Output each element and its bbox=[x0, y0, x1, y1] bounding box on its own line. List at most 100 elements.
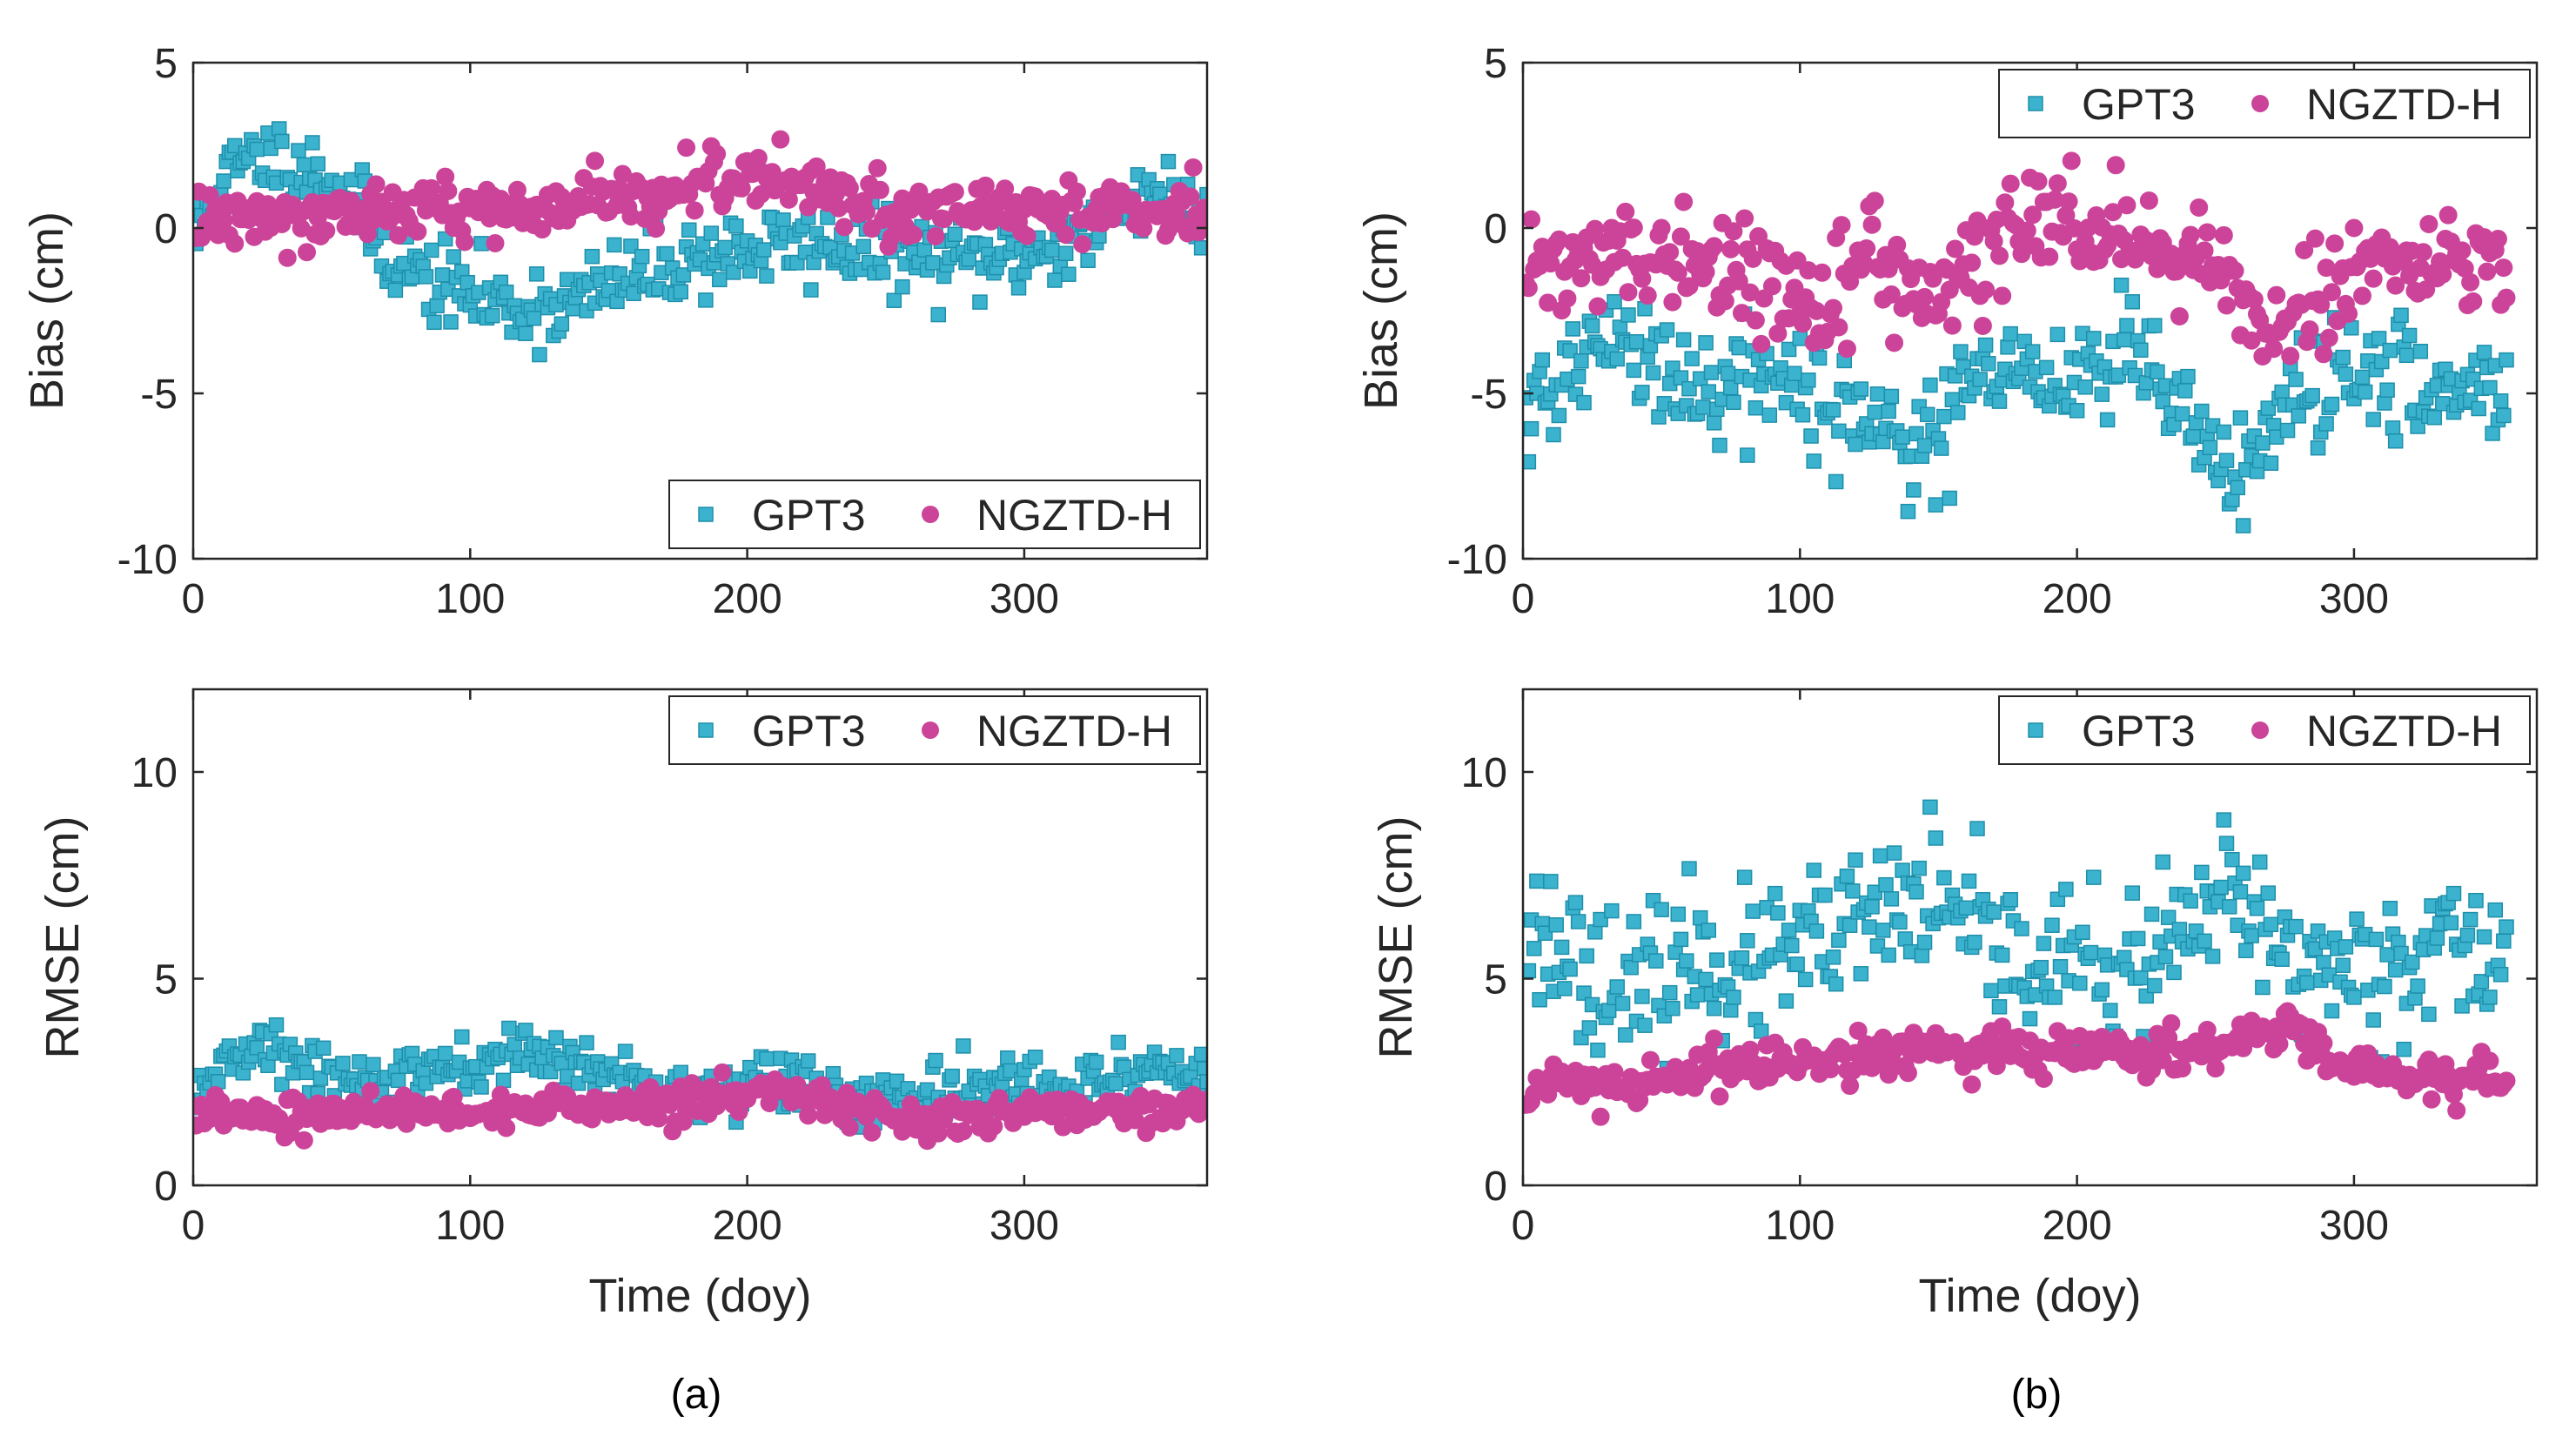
point-gpt3 bbox=[1991, 999, 2008, 1015]
point-gpt3 bbox=[2443, 915, 2459, 931]
point-gpt3 bbox=[1043, 242, 1060, 258]
point-ngztd-h bbox=[1660, 243, 1680, 262]
point-gpt3 bbox=[2133, 342, 2149, 358]
point-gpt3 bbox=[1609, 351, 1625, 367]
legend-marker-gpt3 bbox=[2028, 96, 2043, 111]
point-ngztd-h bbox=[1616, 202, 1635, 221]
point-gpt3 bbox=[1853, 966, 1869, 982]
point-gpt3 bbox=[2476, 929, 2492, 945]
point-gpt3 bbox=[703, 225, 719, 241]
point-gpt3 bbox=[2304, 387, 2320, 404]
point-ngztd-h bbox=[408, 222, 427, 241]
data-points bbox=[1523, 151, 2516, 533]
point-gpt3 bbox=[2119, 318, 2135, 333]
point-ngztd-h bbox=[856, 202, 875, 221]
point-ngztd-h bbox=[2190, 198, 2209, 217]
point-gpt3 bbox=[443, 314, 459, 330]
point-gpt3 bbox=[1584, 318, 1600, 334]
legend-label-gpt3: GPT3 bbox=[2082, 80, 2196, 129]
point-gpt3 bbox=[1848, 852, 1863, 868]
point-gpt3 bbox=[1570, 368, 1587, 385]
point-gpt3 bbox=[2263, 455, 2279, 471]
x-tick-label: 200 bbox=[2043, 576, 2112, 622]
point-ngztd-h bbox=[729, 1102, 748, 1121]
point-gpt3 bbox=[2133, 970, 2149, 986]
point-gpt3 bbox=[2204, 949, 2221, 964]
point-gpt3 bbox=[1567, 895, 1584, 910]
point-gpt3 bbox=[1047, 272, 1063, 288]
point-gpt3 bbox=[2103, 1003, 2118, 1018]
point-gpt3 bbox=[1529, 873, 1545, 889]
y-tick-label: -5 bbox=[140, 372, 178, 418]
legend-marker-gpt3 bbox=[698, 722, 714, 738]
point-ngztd-h bbox=[533, 220, 552, 239]
point-gpt3 bbox=[1626, 914, 1642, 929]
point-gpt3 bbox=[1761, 407, 1778, 423]
point-ngztd-h bbox=[1696, 263, 1715, 282]
point-gpt3 bbox=[1936, 869, 1952, 886]
point-gpt3 bbox=[1618, 1027, 1633, 1043]
point-gpt3 bbox=[437, 1045, 453, 1062]
point-gpt3 bbox=[2002, 325, 2018, 342]
point-gpt3 bbox=[1543, 874, 1559, 889]
point-ngztd-h bbox=[1989, 246, 2009, 265]
point-gpt3 bbox=[673, 284, 688, 300]
point-gpt3 bbox=[1659, 322, 1675, 338]
point-ngztd-h bbox=[2447, 1101, 2466, 1120]
legend-label-ngztd-h: NGZTD-H bbox=[2306, 707, 2502, 755]
point-ngztd-h bbox=[1184, 158, 1203, 177]
point-gpt3 bbox=[1916, 934, 1933, 950]
point-gpt3 bbox=[1590, 1042, 1606, 1058]
point-gpt3 bbox=[1648, 953, 1664, 969]
point-ngztd-h bbox=[2059, 192, 2078, 211]
point-gpt3 bbox=[2216, 812, 2232, 828]
point-gpt3 bbox=[1000, 1050, 1016, 1066]
x-tick-label: 100 bbox=[1765, 576, 1835, 622]
y-tick-label: 5 bbox=[154, 41, 178, 87]
point-gpt3 bbox=[1942, 490, 1957, 507]
point-gpt3 bbox=[1581, 1020, 1598, 1036]
point-gpt3 bbox=[1701, 384, 1717, 399]
point-gpt3 bbox=[299, 1064, 315, 1081]
point-gpt3 bbox=[1726, 990, 1741, 1005]
caption-a: (a) bbox=[671, 1372, 722, 1418]
point-gpt3 bbox=[1651, 409, 1667, 425]
point-ngztd-h bbox=[1674, 192, 1694, 211]
point-gpt3 bbox=[2014, 921, 2029, 936]
point-gpt3 bbox=[1609, 979, 1625, 995]
point-gpt3 bbox=[2044, 917, 2060, 933]
point-ngztd-h bbox=[1837, 339, 1856, 359]
point-gpt3 bbox=[1532, 991, 1547, 1008]
point-gpt3 bbox=[1806, 453, 1821, 469]
point-ngztd-h bbox=[1729, 272, 1748, 291]
axes-box bbox=[1521, 688, 2539, 1187]
point-gpt3 bbox=[1928, 497, 1944, 513]
point-gpt3 bbox=[717, 239, 733, 256]
point-gpt3 bbox=[1817, 887, 1833, 903]
point-gpt3 bbox=[2155, 393, 2171, 410]
point-gpt3 bbox=[1731, 339, 1748, 356]
point-gpt3 bbox=[2036, 936, 2052, 951]
point-gpt3 bbox=[2476, 345, 2492, 360]
point-gpt3 bbox=[1551, 407, 1567, 424]
point-gpt3 bbox=[607, 237, 622, 253]
point-gpt3 bbox=[1883, 891, 1900, 907]
chart-panel-2: 0 100 200 300 0 5 10 RMSE (cm) Time (doy) GPT3 NGZ… bbox=[37, 688, 1209, 1322]
point-gpt3 bbox=[1770, 905, 1786, 921]
point-gpt3 bbox=[426, 314, 442, 331]
point-gpt3 bbox=[2492, 393, 2509, 409]
point-ngztd-h bbox=[2497, 288, 2516, 307]
point-gpt3 bbox=[2354, 369, 2371, 386]
point-gpt3 bbox=[2224, 851, 2240, 868]
point-gpt3 bbox=[1523, 420, 1540, 437]
point-gpt3 bbox=[1199, 1074, 1207, 1090]
point-gpt3 bbox=[1845, 883, 1861, 899]
point-gpt3 bbox=[1853, 381, 1869, 397]
point-ngztd-h bbox=[2452, 241, 2472, 260]
point-gpt3 bbox=[1027, 1050, 1043, 1065]
y-tick-label: 0 bbox=[154, 206, 178, 252]
point-gpt3 bbox=[1061, 266, 1077, 282]
point-gpt3 bbox=[553, 316, 570, 332]
y-axis-label: RMSE (cm) bbox=[1370, 816, 1422, 1059]
point-gpt3 bbox=[925, 255, 941, 271]
